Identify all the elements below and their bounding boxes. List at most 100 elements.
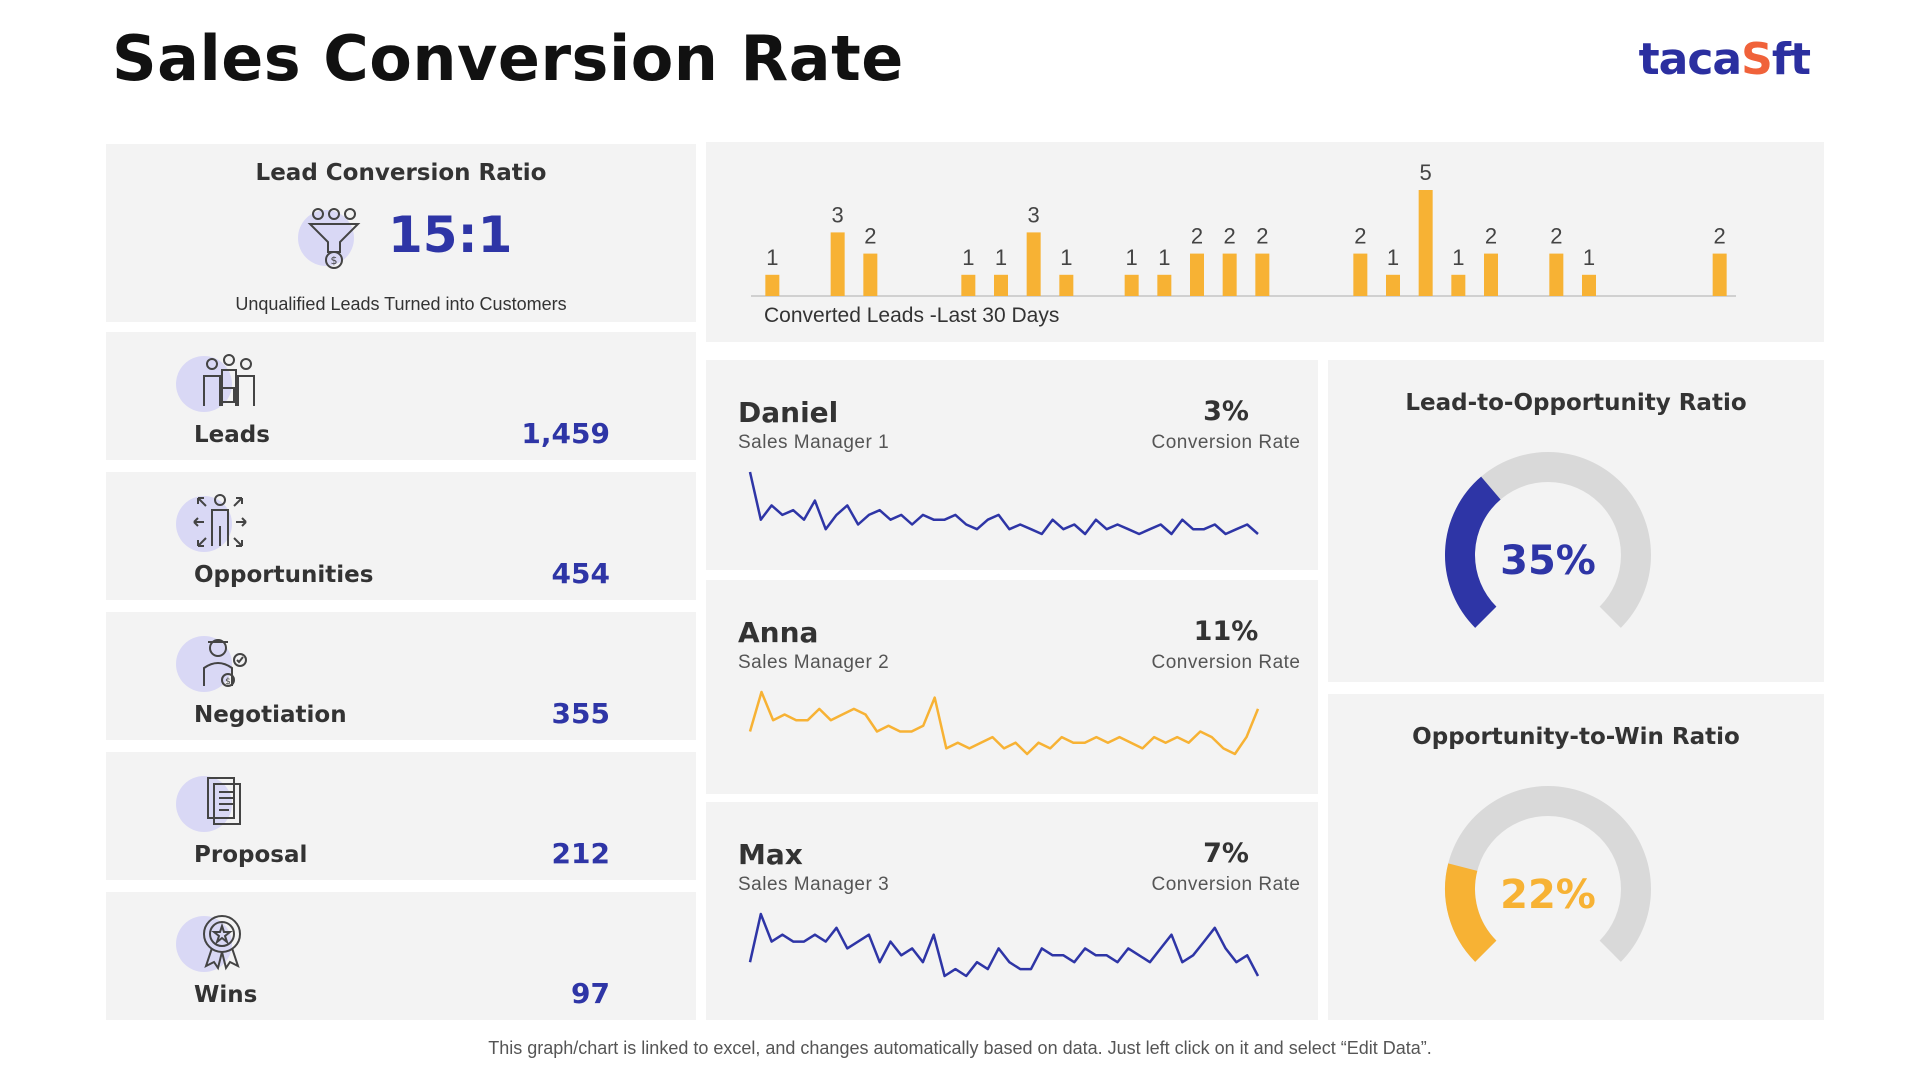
anna-sparkline: [748, 690, 1260, 756]
team-icon: [174, 346, 264, 421]
manager-role: Sales Manager 1: [738, 432, 890, 453]
brand-logo: tacaSft: [1639, 34, 1811, 85]
manager-name: Anna: [738, 616, 819, 649]
metric-card-leads: Leads 1,459: [106, 332, 696, 460]
bar-day-19: [1353, 253, 1368, 296]
bar-day-15: [1222, 253, 1237, 296]
manager-role: Sales Manager 3: [738, 874, 890, 895]
bar-data-label: 1: [962, 245, 974, 270]
metric-label: Proposal: [194, 842, 308, 868]
manager-name: Max: [738, 838, 803, 871]
gauge-value: 35%: [1500, 538, 1596, 584]
manager-rate: 7%: [1203, 838, 1249, 869]
bar-data-label: 1: [1452, 245, 1464, 270]
bar-data-label: 2: [1354, 224, 1366, 249]
bar-day-16: [1255, 253, 1270, 296]
bar-day-20: [1386, 274, 1400, 296]
metric-value: 212: [551, 837, 610, 870]
bar-data-label: 5: [1420, 160, 1432, 185]
award-icon: [174, 906, 264, 981]
manager-card-max: Max Sales Manager 3 7% Conversion Rate: [706, 802, 1318, 1020]
gauge-value: 22%: [1500, 872, 1596, 918]
bar-data-label: 3: [1028, 202, 1040, 227]
bar-day-13: [1157, 274, 1172, 296]
manager-role: Sales Manager 2: [738, 652, 890, 673]
metric-label: Wins: [194, 982, 258, 1008]
funnel-dollar-icon: $: [296, 202, 376, 277]
negotiator-icon: $: [174, 626, 264, 701]
bar-data-label: 1: [995, 245, 1007, 270]
converted-leads-caption: Converted Leads -Last 30 Days: [764, 304, 1060, 327]
bar-day-25: [1549, 253, 1564, 296]
metric-value: 1,459: [521, 417, 610, 450]
bar-day-9: [1026, 232, 1041, 296]
manager-rate-label: Conversion Rate: [1151, 652, 1301, 673]
manager-rate-label: Conversion Rate: [1151, 432, 1301, 453]
lead-conversion-card: Lead Conversion Ratio $ 15:1 Unqualified…: [106, 144, 696, 322]
bar-day-23: [1484, 253, 1498, 296]
max-sparkline: [748, 912, 1260, 978]
manager-name: Daniel: [738, 396, 839, 429]
bar-data-label: 2: [1485, 224, 1497, 249]
daniel-sparkline: [748, 471, 1259, 536]
sparkline-daniel: [748, 471, 1259, 536]
bar-data-label: 2: [1191, 224, 1203, 249]
bar-data-label: 1: [1126, 245, 1138, 270]
manager-rate: 11%: [1193, 616, 1259, 647]
sparkline-anna: [748, 690, 1260, 756]
bar-data-label: 2: [1256, 224, 1268, 249]
logo-suffix: ft: [1771, 34, 1811, 85]
bar-day-10: [1059, 274, 1074, 296]
bar-day-21: [1418, 190, 1433, 296]
metric-value: 97: [571, 977, 610, 1010]
manager-card-anna: Anna Sales Manager 2 11% Conversion Rate: [706, 580, 1318, 794]
bar-data-label: 2: [1224, 224, 1236, 249]
opportunity-to-win-card: Opportunity-to-Win Ratio 22%: [1328, 694, 1824, 1020]
bar-data-label: 2: [864, 224, 876, 249]
bar-data-label: 1: [1158, 245, 1170, 270]
svg-text:$: $: [331, 254, 338, 267]
opportunity-to-win-gauge: [1445, 786, 1651, 962]
bar-day-4: [863, 253, 878, 296]
person-arrows-icon: [174, 486, 264, 561]
lead-to-opportunity-gauge: [1445, 452, 1651, 628]
metric-label: Opportunities: [194, 562, 374, 588]
metric-card-negotiation: $ Negotiation 355: [106, 612, 696, 740]
bar-data-label: 2: [1714, 224, 1726, 249]
gauge-title: Lead-to-Opportunity Ratio: [1405, 390, 1747, 416]
metric-value: 454: [551, 557, 610, 590]
metric-card-proposal: Proposal 212: [106, 752, 696, 880]
metric-card-opportunities: Opportunities 454: [106, 472, 696, 600]
svg-text:$: $: [225, 677, 231, 687]
metric-label: Negotiation: [194, 702, 347, 728]
lead-to-opportunity-card: Lead-to-Opportunity Ratio 35%: [1328, 360, 1824, 682]
lead-conversion-title: Lead Conversion Ratio: [255, 160, 547, 186]
bar-day-3: [830, 232, 845, 296]
bar-data-label: 1: [766, 245, 778, 270]
bar-data-label: 2: [1550, 224, 1562, 249]
bar-day-12: [1124, 274, 1139, 296]
bar-day-26: [1582, 274, 1596, 296]
bar-day-30: [1712, 253, 1727, 296]
bar-day-1: [765, 274, 780, 296]
bar-day-22: [1451, 274, 1466, 296]
logo-o: S: [1741, 34, 1773, 85]
bar-data-label: 3: [832, 202, 844, 227]
bar-day-8: [994, 274, 1008, 296]
bar-data-label: 1: [1387, 245, 1399, 270]
manager-rate: 3%: [1203, 396, 1249, 427]
footnote: This graph/chart is linked to excel, and…: [488, 1038, 1432, 1058]
bar-day-14: [1190, 253, 1204, 296]
manager-rate-label: Conversion Rate: [1151, 874, 1301, 895]
metric-value: 355: [551, 697, 610, 730]
lead-conversion-subtitle: Unqualified Leads Turned into Customers: [235, 294, 567, 314]
sparkline-max: [748, 912, 1260, 978]
manager-card-daniel: Daniel Sales Manager 1 3% Conversion Rat…: [706, 360, 1318, 570]
gauge-title: Opportunity-to-Win Ratio: [1412, 724, 1740, 750]
bar-data-label: 1: [1060, 245, 1072, 270]
bar-data-label: 1: [1583, 245, 1595, 270]
document-icon: [174, 766, 264, 841]
bar-day-7: [961, 274, 976, 296]
